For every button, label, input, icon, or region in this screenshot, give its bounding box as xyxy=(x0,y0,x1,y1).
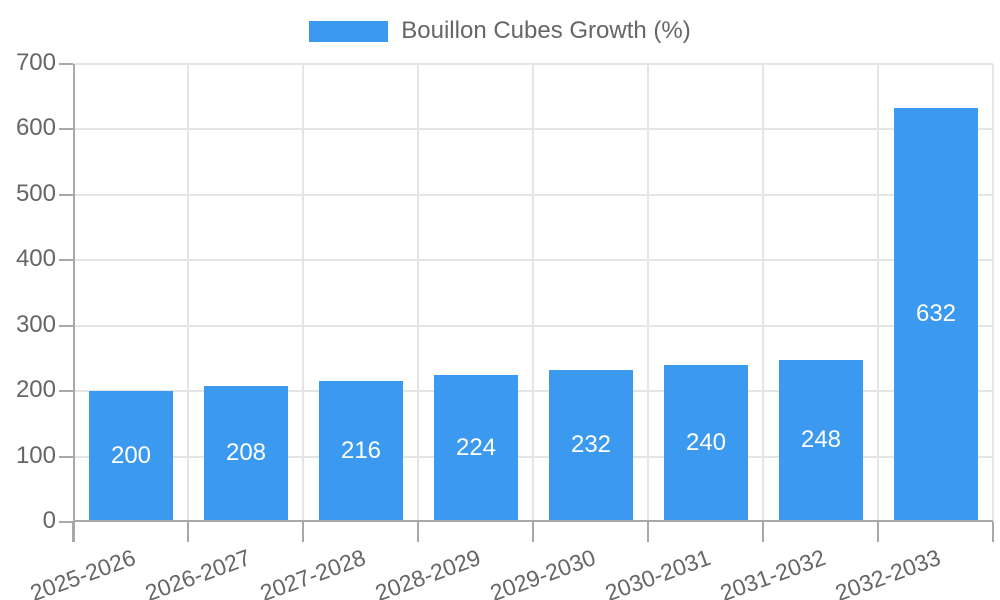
x-axis-tick xyxy=(417,522,419,542)
gridline-vertical xyxy=(647,64,649,522)
bar-value-label: 200 xyxy=(110,441,152,469)
y-axis-line xyxy=(73,64,75,542)
x-axis-tick xyxy=(877,522,879,542)
y-tick-label: 500 xyxy=(15,179,56,207)
bar: 224 xyxy=(434,375,518,520)
y-tick-label: 300 xyxy=(15,310,56,338)
y-axis-tick xyxy=(59,128,73,130)
y-tick-label: 200 xyxy=(15,375,56,403)
gridline-vertical xyxy=(992,64,994,522)
x-axis-tick xyxy=(187,522,189,542)
bar: 232 xyxy=(549,370,633,520)
x-tick-label: 2032-2033 xyxy=(831,544,944,600)
x-tick-label: 2026-2027 xyxy=(141,544,254,600)
y-axis-tick xyxy=(59,194,73,196)
bar: 200 xyxy=(89,391,173,520)
bar-value-label: 248 xyxy=(800,426,842,453)
y-axis-tick xyxy=(59,63,73,65)
x-tick-label: 2027-2028 xyxy=(256,544,369,600)
y-axis-tick xyxy=(59,456,73,458)
y-tick-label: 100 xyxy=(15,441,56,469)
y-tick-label: 700 xyxy=(15,48,56,76)
bar-value-label: 224 xyxy=(455,433,497,461)
bar: 216 xyxy=(319,381,403,520)
y-tick-label: 0 xyxy=(42,506,56,534)
y-axis-tick xyxy=(59,259,73,261)
gridline-vertical xyxy=(187,64,189,522)
x-axis-line xyxy=(73,520,993,522)
x-axis-tick xyxy=(302,522,304,542)
x-tick-label: 2025-2026 xyxy=(26,544,139,600)
bar: 632 xyxy=(894,108,978,520)
chart-legend: Bouillon Cubes Growth (%) xyxy=(0,8,1000,54)
y-tick-label: 400 xyxy=(15,244,56,272)
bar: 240 xyxy=(664,365,748,520)
x-axis-tick xyxy=(762,522,764,542)
y-axis-tick xyxy=(59,390,73,392)
x-axis-tick xyxy=(532,522,534,542)
plot-area: 0 100 200 300 400 500 600 700 200 208 216 224 232 240… xyxy=(16,49,994,600)
legend-label: Bouillon Cubes Growth (%) xyxy=(401,17,691,44)
bar-value-label: 240 xyxy=(685,428,727,456)
gridline-vertical xyxy=(877,64,879,522)
bar-value-label: 232 xyxy=(570,431,612,458)
y-tick-label: 600 xyxy=(15,113,56,141)
x-tick-label: 2028-2029 xyxy=(371,544,484,600)
x-tick-label: 2029-2030 xyxy=(486,544,599,600)
x-tick-label: 2031-2032 xyxy=(716,544,829,600)
y-axis-tick xyxy=(59,325,73,327)
gridline-vertical xyxy=(302,64,304,522)
x-axis-tick xyxy=(992,522,994,542)
x-axis-tick xyxy=(647,522,649,542)
gridline-vertical xyxy=(532,64,534,522)
bar: 208 xyxy=(204,386,288,520)
bar-value-label: 208 xyxy=(225,439,267,466)
gridline-vertical xyxy=(417,64,419,522)
gridline-vertical xyxy=(762,64,764,522)
bar-value-label: 216 xyxy=(340,436,382,464)
legend-swatch xyxy=(309,20,389,42)
bar: 248 xyxy=(779,360,863,520)
y-axis-tick xyxy=(59,521,73,523)
bar-value-label: 632 xyxy=(915,300,957,327)
x-tick-label: 2030-2031 xyxy=(601,544,714,600)
